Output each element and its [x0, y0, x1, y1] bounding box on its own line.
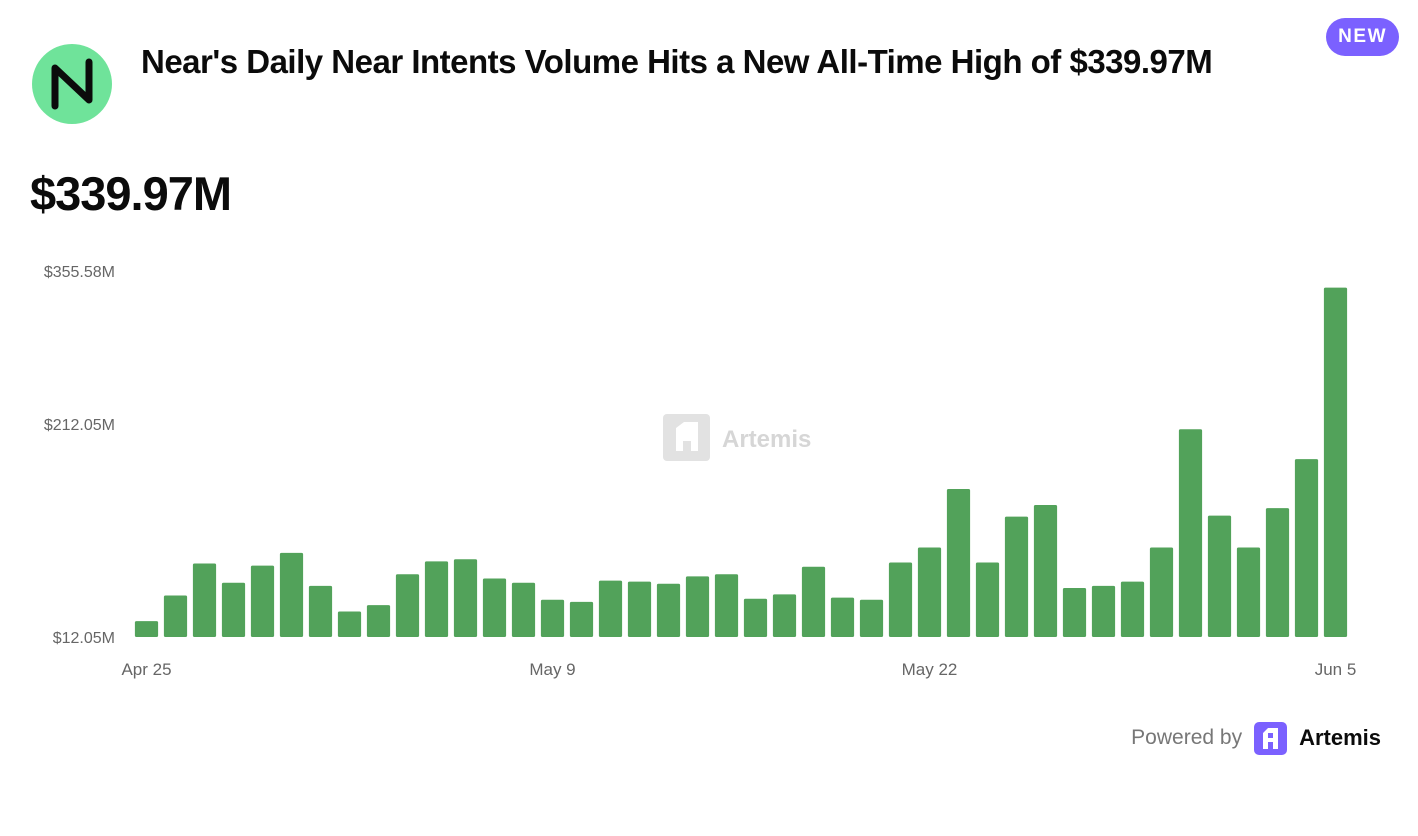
- chart-watermark: Artemis: [663, 414, 811, 461]
- chart-bar[interactable]: [830, 597, 855, 637]
- artemis-logo-icon: [1254, 721, 1288, 755]
- headline-value: $339.97M: [30, 167, 232, 220]
- chart-bar[interactable]: [772, 594, 797, 637]
- chart-bar[interactable]: [1323, 287, 1348, 637]
- chart-bar[interactable]: [975, 562, 1000, 637]
- powered-by-footer[interactable]: Powered by Artemis: [1131, 720, 1381, 756]
- x-tick-label: May 9: [529, 660, 575, 679]
- chart-bar[interactable]: [395, 574, 420, 637]
- chart-bar[interactable]: [598, 580, 623, 637]
- chart-bar[interactable]: [569, 601, 594, 637]
- chart-bar[interactable]: [482, 578, 507, 637]
- artemis-brand-label: Artemis: [1299, 725, 1381, 750]
- chart-bar[interactable]: [917, 547, 942, 637]
- chart-bar[interactable]: [714, 574, 739, 637]
- chart-bar[interactable]: [946, 488, 971, 637]
- chart-bar[interactable]: [511, 582, 536, 637]
- chart-bar[interactable]: [221, 582, 246, 637]
- near-protocol-logo-icon: [51, 58, 93, 110]
- chart-bar[interactable]: [1004, 516, 1029, 637]
- watermark-text: Artemis: [722, 426, 811, 453]
- chart-bar[interactable]: [1120, 581, 1145, 637]
- chart-bar[interactable]: [1294, 459, 1319, 637]
- chart-bar[interactable]: [1265, 508, 1290, 637]
- x-tick-label: Jun 5: [1315, 660, 1357, 679]
- y-tick-label: $12.05M: [53, 630, 115, 647]
- powered-by-label: Powered by: [1131, 726, 1243, 749]
- chart-bar[interactable]: [656, 583, 681, 637]
- chart-bar[interactable]: [1062, 588, 1087, 637]
- chart-bar[interactable]: [1149, 547, 1174, 637]
- chart-bar[interactable]: [279, 552, 304, 637]
- chart-bar[interactable]: [888, 562, 913, 637]
- chart-bar[interactable]: [540, 599, 565, 637]
- volume-bar-chart: Artemis $355.58M $212.05M $12.05M Apr 25 Ma…: [44, 264, 1357, 679]
- y-tick-label: $212.05M: [44, 417, 115, 434]
- chart-bar[interactable]: [453, 559, 478, 637]
- x-tick-label: Apr 25: [121, 660, 171, 679]
- chart-bar[interactable]: [743, 598, 768, 637]
- chart-bar[interactable]: [1236, 547, 1261, 637]
- chart-bar[interactable]: [1091, 585, 1116, 637]
- x-tick-label: May 22: [902, 660, 958, 679]
- new-badge: NEW: [1326, 18, 1399, 56]
- chart-bar[interactable]: [366, 605, 391, 637]
- page-title: Near's Daily Near Intents Volume Hits a …: [141, 43, 1213, 80]
- chart-bar[interactable]: [627, 581, 652, 637]
- chart-bar[interactable]: [859, 599, 884, 637]
- chart-bar[interactable]: [1178, 429, 1203, 637]
- chart-bar[interactable]: [337, 611, 362, 637]
- chart-bar[interactable]: [163, 595, 188, 637]
- chart-bar[interactable]: [250, 565, 275, 637]
- chart-bar[interactable]: [1033, 504, 1058, 637]
- y-tick-label: $355.58M: [44, 264, 115, 281]
- chart-bar[interactable]: [685, 576, 710, 637]
- chart-bar[interactable]: [424, 561, 449, 637]
- chart-bar[interactable]: [801, 566, 826, 637]
- chart-bar[interactable]: [1207, 515, 1232, 637]
- chart-bar[interactable]: [134, 621, 159, 637]
- chart-bar[interactable]: [192, 563, 217, 637]
- near-logo: [32, 44, 112, 124]
- chart-bar[interactable]: [308, 585, 333, 637]
